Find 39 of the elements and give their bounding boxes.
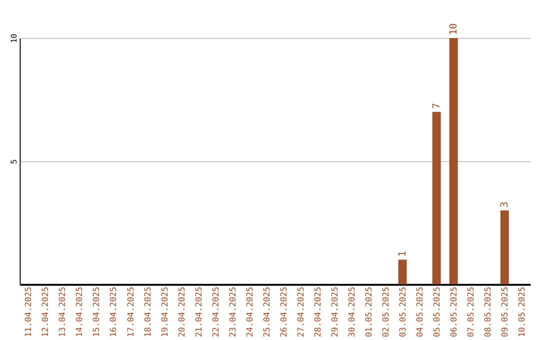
x-tick-label: 30.04.2025: [346, 286, 356, 338]
x-tick-label: 02.05.2025: [380, 286, 390, 338]
x-tick-label: 07.05.2025: [466, 286, 476, 338]
data-label: 10: [448, 23, 460, 35]
x-tick-label: 06.05.2025: [448, 286, 459, 338]
data-label: 1: [397, 250, 408, 257]
x-tick-label: 17.04.2025: [125, 286, 136, 338]
x-tick-label: 27.04.2025: [295, 286, 306, 338]
x-tick-label: 24.04.2025: [244, 286, 254, 338]
x-tick-label: 23.04.2025: [227, 286, 238, 338]
bar: [398, 260, 407, 284]
bar: [432, 112, 441, 284]
x-tick-label: 19.04.2025: [159, 286, 170, 338]
x-tick-label: 26.04.2025: [278, 286, 288, 338]
x-tick-label: 14.04.2025: [74, 286, 84, 338]
bar: [449, 38, 458, 284]
data-label: 3: [500, 201, 511, 208]
x-tick-label: 18.04.2025: [142, 286, 152, 338]
x-tick-label: 28.04.2025: [312, 286, 322, 338]
x-tick-label: 16.04.2025: [108, 286, 118, 338]
bar: [500, 210, 509, 284]
x-tick-label: 11.04.2025: [23, 286, 34, 338]
x-tick-label: 01.05.2025: [363, 286, 374, 338]
x-tick-label: 13.04.2025: [57, 286, 68, 338]
data-label: 7: [432, 102, 443, 109]
x-tick-label: 09.05.2025: [500, 286, 510, 338]
x-tick-label: 08.05.2025: [482, 286, 493, 338]
x-tick-label: 15.04.2025: [91, 286, 102, 338]
y-tick-label: 5: [9, 159, 18, 164]
x-tick-label: 21.04.2025: [193, 286, 204, 338]
x-tick-label: 12.04.2025: [40, 286, 50, 338]
x-tick-label: 29.04.2025: [329, 286, 340, 338]
x-tick-label: 03.05.2025: [397, 286, 408, 338]
x-tick-label: 04.05.2025: [414, 286, 425, 338]
x-tick-label: 20.04.2025: [176, 286, 186, 338]
x-tick-label: 22.04.2025: [210, 286, 220, 338]
x-tick-label: 05.05.2025: [432, 286, 442, 338]
x-tick-label: 25.04.2025: [261, 286, 272, 338]
x-tick-label: 10.05.2025: [516, 286, 527, 338]
